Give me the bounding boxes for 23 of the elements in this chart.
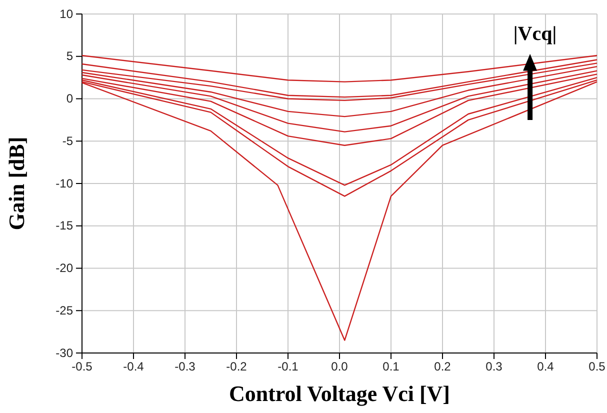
x-tick-label: 0.4 [537,360,554,374]
x-tick-label: 0.1 [382,360,400,374]
y-axis-title: Gain [dB] [4,136,29,230]
y-tick-label: -15 [56,218,74,233]
x-tick-label: 0.5 [588,360,606,374]
annotation: |Vcq| [513,23,557,45]
y-tick-label: 0 [66,92,74,106]
y-tick-label: -10 [56,176,74,190]
x-tick-label: -0.3 [174,360,196,374]
y-tick-label: 10 [60,6,74,21]
x-tick-label: 0.3 [486,360,503,374]
y-tick-label: -20 [56,261,74,276]
x-tick-label: -0.2 [226,360,248,374]
x-tick-label: -0.5 [72,360,93,374]
x-tick-label: -0.4 [123,360,144,374]
y-tick-label: 5 [66,49,74,64]
x-tick-label: -0.1 [278,360,299,374]
y-tick-label: -5 [62,134,74,148]
y-tick-label: -30 [56,346,74,360]
y-tick-label: -25 [56,303,74,318]
x-tick-label: 0.2 [434,360,452,374]
x-axis-title: Control Voltage Vci [V] [228,381,450,406]
x-tick-label: 0.0 [331,360,348,374]
